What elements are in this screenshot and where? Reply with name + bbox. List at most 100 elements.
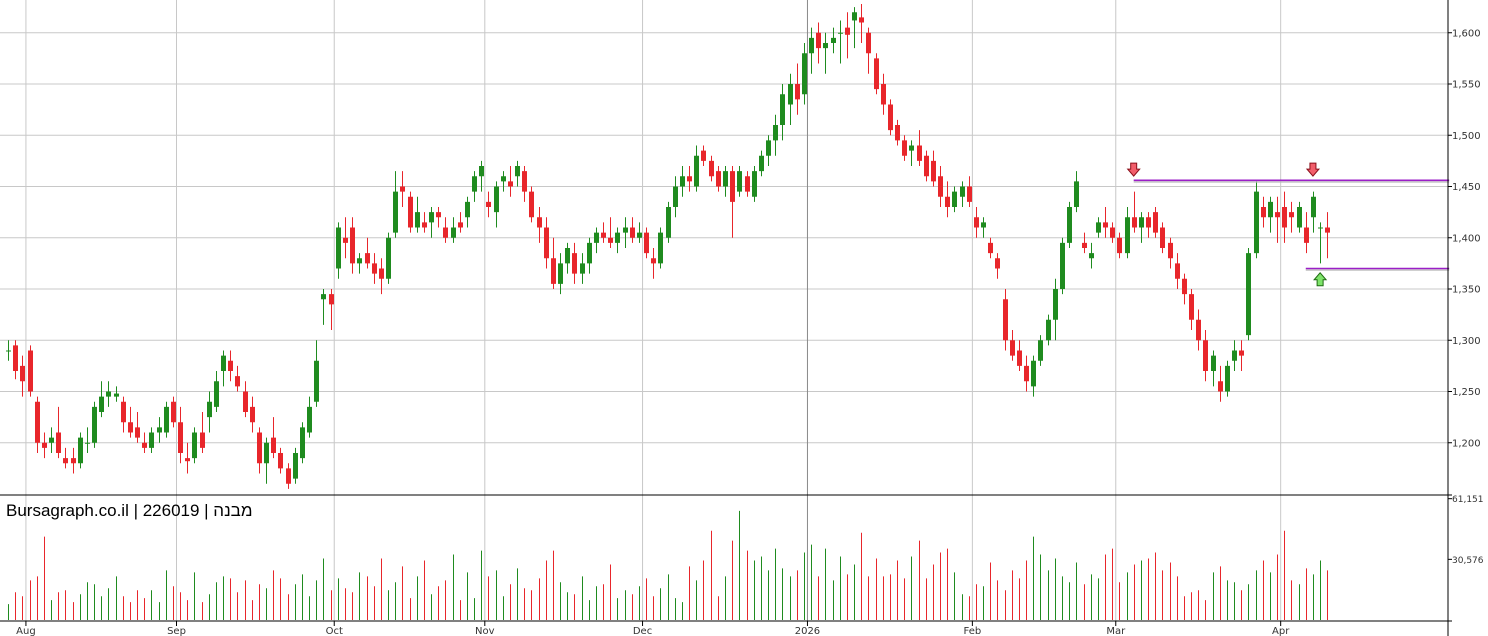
candle-body [651, 258, 656, 264]
candle-layer [6, 4, 1330, 489]
candle-body [501, 176, 506, 182]
candle-body [637, 232, 642, 238]
candle-body [1117, 237, 1122, 254]
candle-body [1096, 222, 1101, 233]
candle-body [422, 222, 427, 228]
candle-body [372, 263, 377, 274]
candle-body [343, 237, 348, 243]
candle-body [931, 160, 936, 182]
candle-body [214, 381, 219, 407]
candle-body [759, 155, 764, 172]
candle-body [601, 232, 606, 238]
candle-body [902, 140, 907, 156]
candle-body [128, 422, 133, 433]
candle-body [365, 253, 370, 264]
candle-body [938, 176, 943, 197]
candle-body [716, 171, 721, 187]
candle-body [486, 201, 491, 207]
candle-body [207, 401, 212, 418]
candle-body [694, 155, 699, 187]
month-label: 2026 [795, 626, 820, 636]
month-label: Aug [16, 626, 36, 636]
candle-body [13, 345, 18, 371]
candle-body [1046, 319, 1051, 341]
candle-body [436, 212, 441, 218]
candle-body [852, 12, 857, 21]
candle-body [429, 212, 434, 223]
month-label: Apr [1272, 626, 1290, 636]
candle-body [730, 171, 735, 202]
candle-body [952, 191, 957, 207]
volume-tick-label: 61,151 [1452, 495, 1484, 505]
candle-body [1261, 207, 1266, 218]
candle-body [788, 84, 793, 105]
up-arrow-marker [1313, 271, 1328, 287]
candle-body [752, 171, 757, 197]
candle-body [121, 401, 126, 423]
candle-body [1318, 227, 1323, 229]
candle-body [551, 258, 556, 284]
candle-body [472, 176, 477, 192]
candle-body [995, 258, 1000, 269]
candle-body [142, 442, 147, 448]
candle-body [1268, 201, 1273, 218]
candle-body [780, 94, 785, 125]
candle-body [515, 166, 520, 177]
price-tick-label: 1,450 [1452, 182, 1481, 193]
candle-body [816, 32, 821, 49]
candle-body [379, 268, 384, 279]
volume-tick-label: 30,576 [1452, 556, 1484, 566]
candle-body [271, 437, 276, 453]
candle-body [615, 232, 620, 243]
month-label: Dec [633, 626, 652, 636]
candle-body [250, 406, 255, 423]
candle-body [709, 160, 714, 177]
candle-body [479, 166, 484, 177]
candle-body [1311, 196, 1316, 218]
candle-body [1082, 242, 1087, 248]
candle-body [1089, 253, 1094, 259]
candle-body [988, 242, 993, 254]
down-arrow-marker [1305, 162, 1321, 177]
candle-body [845, 27, 850, 35]
overlay-layer [1126, 162, 1450, 287]
candle-body [608, 237, 613, 243]
candle-body [336, 227, 341, 269]
candle-body [1254, 191, 1259, 254]
candle-body [1275, 212, 1280, 218]
candle-body [321, 294, 326, 300]
candle-body [745, 176, 750, 192]
candle-body [1225, 365, 1230, 392]
candle-body [1146, 217, 1151, 228]
candle-body [135, 427, 140, 438]
candle-body [278, 453, 283, 469]
candle-body [106, 391, 111, 397]
candle-body [200, 432, 205, 448]
candle-body [802, 53, 807, 95]
candle-body [766, 140, 771, 156]
candle-body [314, 360, 319, 402]
candle-body [1024, 365, 1029, 382]
candle-body [114, 393, 119, 397]
candle-body [71, 458, 76, 464]
candle-body [1246, 253, 1251, 336]
candle-body [63, 458, 68, 464]
candle-body [1003, 299, 1008, 341]
candle-body [1168, 242, 1173, 259]
candle-body [795, 84, 800, 100]
candle-body [185, 458, 190, 462]
candle-body [157, 427, 162, 433]
candle-body [99, 396, 104, 412]
candle-body [35, 401, 40, 443]
candle-body [895, 125, 900, 141]
candle-body [307, 406, 312, 433]
candle-body [1325, 227, 1330, 233]
candle-body [1053, 289, 1058, 320]
candle-body [1218, 381, 1223, 392]
candle-body [408, 196, 413, 228]
candle-body [85, 442, 90, 444]
month-label: Mar [1106, 626, 1126, 636]
candle-body [494, 186, 499, 213]
